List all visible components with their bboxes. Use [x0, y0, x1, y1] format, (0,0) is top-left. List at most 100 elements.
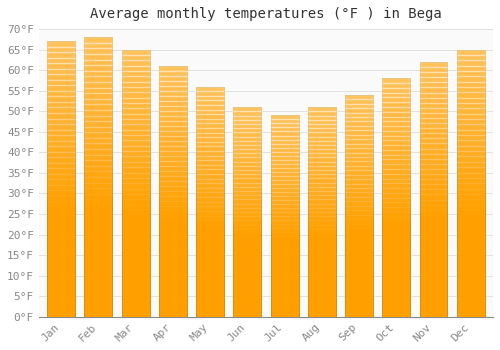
- Bar: [270, 132, 298, 135]
- Bar: [345, 148, 373, 153]
- Bar: [159, 196, 187, 202]
- Bar: [270, 216, 298, 220]
- Bar: [234, 107, 262, 317]
- Bar: [345, 166, 373, 170]
- Bar: [122, 173, 150, 178]
- Bar: [308, 212, 336, 216]
- Bar: [308, 132, 336, 137]
- Bar: [159, 81, 187, 86]
- Bar: [234, 174, 262, 179]
- Bar: [84, 71, 112, 76]
- Bar: [84, 138, 112, 144]
- Bar: [345, 175, 373, 179]
- Bar: [84, 54, 112, 60]
- Bar: [270, 127, 298, 132]
- Bar: [382, 212, 410, 217]
- Bar: [457, 199, 484, 205]
- Bar: [122, 199, 150, 205]
- Bar: [270, 208, 298, 212]
- Bar: [84, 183, 112, 188]
- Bar: [47, 190, 75, 196]
- Bar: [420, 210, 448, 215]
- Bar: [47, 124, 75, 130]
- Bar: [420, 189, 448, 195]
- Bar: [457, 50, 484, 317]
- Bar: [47, 52, 75, 58]
- Bar: [159, 86, 187, 91]
- Bar: [84, 121, 112, 127]
- Bar: [159, 91, 187, 96]
- Bar: [457, 114, 484, 119]
- Bar: [345, 161, 373, 166]
- Bar: [196, 105, 224, 110]
- Bar: [84, 65, 112, 71]
- Bar: [270, 228, 298, 232]
- Bar: [159, 126, 187, 131]
- Bar: [457, 124, 484, 130]
- Bar: [234, 216, 262, 221]
- Bar: [420, 133, 448, 138]
- Bar: [382, 102, 410, 107]
- Bar: [308, 107, 336, 111]
- Bar: [382, 83, 410, 88]
- Bar: [196, 188, 224, 193]
- Bar: [47, 130, 75, 135]
- Bar: [84, 188, 112, 194]
- Bar: [382, 78, 410, 317]
- Bar: [122, 98, 150, 103]
- Bar: [84, 43, 112, 48]
- Bar: [234, 166, 262, 170]
- Bar: [122, 60, 150, 66]
- Bar: [382, 174, 410, 178]
- Bar: [196, 119, 224, 124]
- Bar: [196, 160, 224, 165]
- Bar: [420, 169, 448, 174]
- Bar: [234, 145, 262, 149]
- Bar: [159, 206, 187, 211]
- Bar: [420, 123, 448, 128]
- Bar: [234, 120, 262, 124]
- Bar: [47, 41, 75, 317]
- Bar: [345, 197, 373, 201]
- Bar: [270, 160, 298, 164]
- Bar: [122, 140, 150, 146]
- Bar: [270, 176, 298, 180]
- Bar: [234, 199, 262, 204]
- Bar: [270, 116, 298, 317]
- Bar: [47, 201, 75, 206]
- Bar: [382, 117, 410, 121]
- Bar: [420, 108, 448, 113]
- Bar: [122, 205, 150, 210]
- Bar: [457, 151, 484, 156]
- Bar: [122, 114, 150, 119]
- Bar: [47, 174, 75, 179]
- Bar: [308, 204, 336, 208]
- Bar: [47, 97, 75, 102]
- Bar: [420, 199, 448, 205]
- Bar: [270, 200, 298, 204]
- Bar: [159, 146, 187, 151]
- Bar: [270, 119, 298, 124]
- Bar: [420, 88, 448, 92]
- Bar: [122, 156, 150, 162]
- Bar: [196, 156, 224, 160]
- Bar: [457, 130, 484, 135]
- Bar: [382, 78, 410, 83]
- Bar: [196, 124, 224, 128]
- Bar: [159, 151, 187, 156]
- Bar: [159, 181, 187, 187]
- Bar: [122, 189, 150, 194]
- Bar: [308, 158, 336, 162]
- Bar: [234, 149, 262, 153]
- Bar: [234, 183, 262, 187]
- Bar: [382, 131, 410, 135]
- Bar: [196, 193, 224, 197]
- Bar: [270, 116, 298, 119]
- Bar: [420, 159, 448, 164]
- Bar: [159, 136, 187, 141]
- Bar: [308, 225, 336, 229]
- Bar: [457, 50, 484, 55]
- Bar: [159, 131, 187, 136]
- Bar: [270, 124, 298, 127]
- Bar: [196, 110, 224, 114]
